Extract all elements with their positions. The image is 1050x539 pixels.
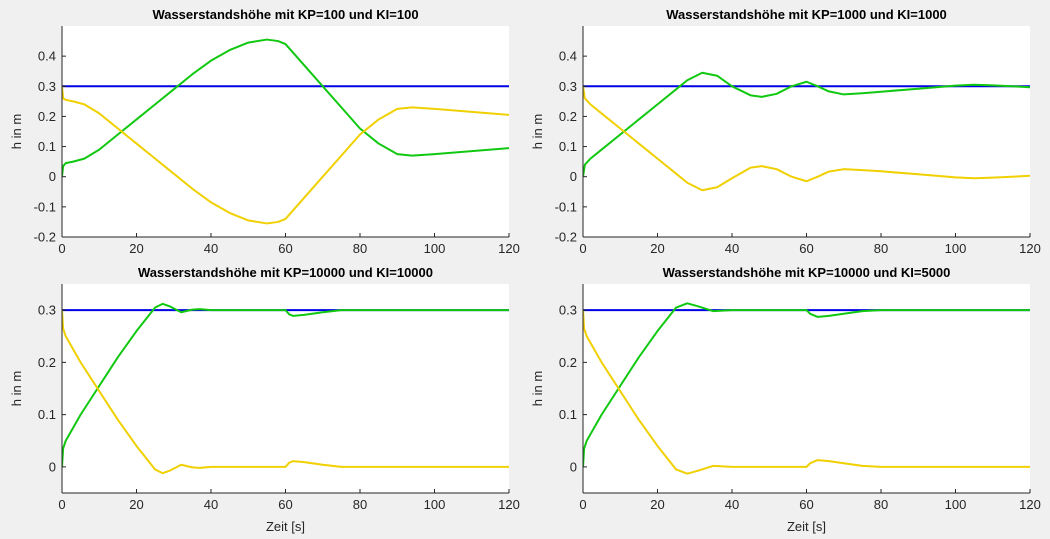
x-tick-label: 20 (129, 497, 143, 512)
y-axis-label: h in m (530, 114, 545, 149)
x-tick-label: 40 (204, 497, 218, 512)
y-tick-label: 0.2 (559, 355, 577, 370)
y-tick-label: 0 (570, 459, 577, 474)
y-tick-label: 0.2 (38, 109, 56, 124)
chart-panel-1: 0 20 40 60 80 100 120 -0.2 -0.1 0 0.1 0.2 0.3 0.4 Wass… (9, 7, 520, 256)
y-tick-label: -0.2 (34, 230, 56, 245)
series-line-2 (583, 302, 1030, 467)
x-tick-label: 0 (58, 241, 65, 256)
x-tick-label: 0 (579, 241, 586, 256)
plot-area (62, 284, 509, 493)
series-line-2 (62, 302, 509, 467)
x-tick-label: 120 (498, 497, 520, 512)
x-tick-label: 100 (424, 497, 446, 512)
chart-panel-2: 0 20 40 60 80 100 120 -0.2 -0.1 0 0.1 0.2 0.3 0.4 Wass… (530, 7, 1041, 256)
y-tick-label: 0.1 (559, 407, 577, 422)
x-tick-label: 60 (799, 241, 813, 256)
chart-panel-3: 0 20 40 60 80 100 120 0 0.1 0.2 0.3 Wasserstandshöh… (9, 265, 520, 534)
x-axis-label: Zeit [s] (787, 519, 826, 534)
y-tick-label: -0.1 (555, 199, 577, 214)
y-tick-label: 0.3 (559, 303, 577, 318)
y-tick-label: -0.2 (555, 230, 577, 245)
x-tick-label: 100 (424, 241, 446, 256)
series-line-2 (62, 38, 509, 177)
x-tick-label: 80 (874, 241, 888, 256)
x-tick-label: 80 (353, 241, 367, 256)
series-line-2 (583, 71, 1030, 177)
y-tick-label: 0.2 (559, 109, 577, 124)
x-tick-label: 40 (204, 241, 218, 256)
y-tick-label: 0.3 (38, 79, 56, 94)
x-tick-label: 80 (353, 497, 367, 512)
x-tick-label: 100 (945, 497, 967, 512)
x-tick-label: 60 (799, 497, 813, 512)
x-tick-label: 40 (725, 241, 739, 256)
y-tick-label: 0.4 (38, 49, 56, 64)
y-tick-label: 0 (49, 459, 56, 474)
y-tick-label: 0 (570, 169, 577, 184)
x-tick-label: 20 (650, 241, 664, 256)
y-axis-label: h in m (9, 114, 24, 149)
chart-title: Wasserstandshöhe mit KP=10000 und KI=500… (663, 265, 951, 280)
y-axis-label: h in m (9, 371, 24, 406)
x-tick-label: 120 (1019, 241, 1041, 256)
chart-title: Wasserstandshöhe mit KP=100 und KI=100 (152, 7, 418, 22)
x-tick-label: 120 (498, 241, 520, 256)
x-tick-label: 100 (945, 241, 967, 256)
x-tick-label: 0 (579, 497, 586, 512)
chart-panel-4: 0 20 40 60 80 100 120 0 0.1 0.2 0.3 Wasserstandshöh… (530, 265, 1041, 534)
x-tick-label: 0 (58, 497, 65, 512)
y-tick-label: 0.1 (38, 139, 56, 154)
chart-title: Wasserstandshöhe mit KP=10000 und KI=100… (138, 265, 433, 280)
plot-area (62, 26, 509, 237)
y-tick-label: 0.2 (38, 355, 56, 370)
x-axis-label: Zeit [s] (266, 519, 305, 534)
x-tick-label: 20 (129, 241, 143, 256)
x-tick-label: 80 (874, 497, 888, 512)
y-tick-label: 0.3 (38, 303, 56, 318)
x-tick-label: 60 (278, 241, 292, 256)
y-tick-label: 0.4 (559, 49, 577, 64)
y-tick-label: 0 (49, 169, 56, 184)
chart-title: Wasserstandshöhe mit KP=1000 und KI=1000 (666, 7, 947, 22)
series-line-3 (62, 310, 509, 475)
series-line-3 (583, 310, 1030, 475)
y-tick-label: 0.3 (559, 79, 577, 94)
series-line-3 (583, 86, 1030, 192)
y-tick-label: 0.1 (559, 139, 577, 154)
y-tick-label: 0.1 (38, 407, 56, 422)
plot-area (583, 26, 1030, 237)
plot-area (583, 284, 1030, 493)
x-tick-label: 40 (725, 497, 739, 512)
x-tick-label: 60 (278, 497, 292, 512)
series-line-3 (62, 86, 509, 225)
x-tick-label: 120 (1019, 497, 1041, 512)
x-tick-label: 20 (650, 497, 664, 512)
y-axis-label: h in m (530, 371, 545, 406)
y-tick-label: -0.1 (34, 199, 56, 214)
